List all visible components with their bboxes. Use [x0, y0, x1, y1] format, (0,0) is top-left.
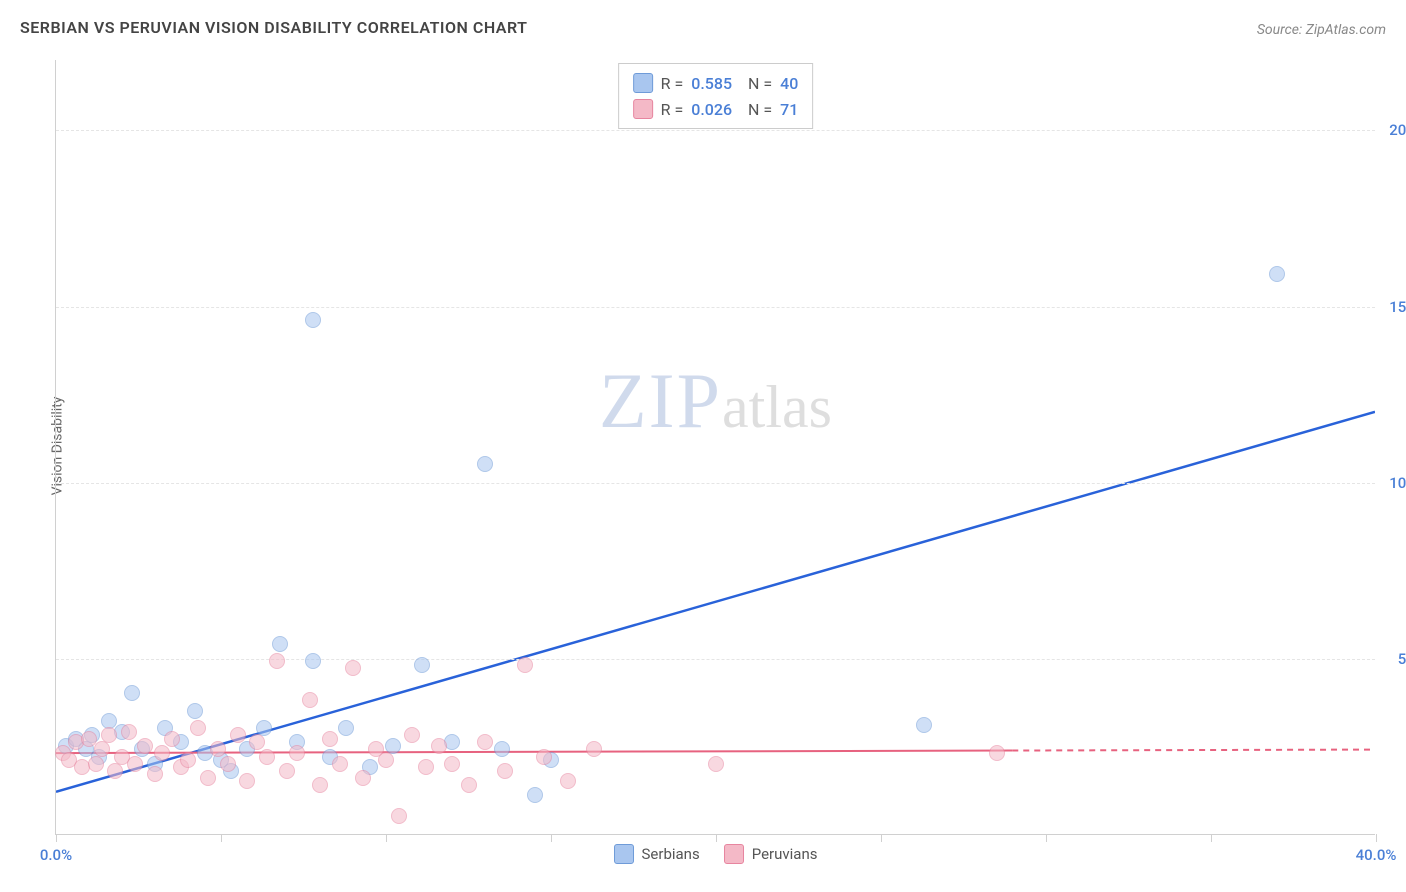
gridline-h [56, 659, 1375, 660]
data-point [305, 312, 321, 328]
data-point [220, 756, 236, 772]
data-point [391, 808, 407, 824]
data-point [560, 773, 576, 789]
y-tick-label: 15.0% [1389, 298, 1406, 316]
x-tick [1211, 834, 1212, 842]
n-value-serbians: 40 [780, 74, 798, 93]
r-value-serbians: 0.585 [691, 74, 732, 93]
data-point [88, 756, 104, 772]
data-point [494, 741, 510, 757]
legend-correlation: R = 0.585 N = 40 R = 0.026 N = 71 [618, 63, 814, 129]
legend-label-serbians: Serbians [642, 845, 700, 863]
data-point [137, 738, 153, 754]
x-tick [716, 834, 717, 842]
data-point [279, 763, 295, 779]
n-value-peruvians: 71 [780, 100, 798, 119]
chart-title: SERBIAN VS PERUVIAN VISION DISABILITY CO… [20, 18, 527, 37]
x-tick-label: 40.0% [1356, 846, 1397, 864]
data-point [200, 770, 216, 786]
data-point [259, 749, 275, 765]
data-point [345, 660, 361, 676]
watermark-zip: ZIP [599, 357, 722, 444]
swatch-peruvians-bottom [724, 844, 744, 864]
legend-row-serbians: R = 0.585 N = 40 [633, 70, 799, 96]
data-point [124, 685, 140, 701]
data-point [536, 749, 552, 765]
gridline-h [56, 483, 1375, 484]
data-point [444, 756, 460, 772]
data-point [586, 741, 602, 757]
watermark-atlas: atlas [722, 374, 832, 440]
x-tick [221, 834, 222, 842]
data-point [418, 759, 434, 775]
chart-container: SERBIAN VS PERUVIAN VISION DISABILITY CO… [0, 0, 1406, 892]
x-tick [1376, 834, 1377, 842]
data-point [190, 720, 206, 736]
data-point [431, 738, 447, 754]
data-point [302, 692, 318, 708]
legend-series: Serbians Peruvians [614, 844, 818, 864]
legend-item-peruvians: Peruvians [724, 844, 818, 864]
y-tick-label: 20.0% [1389, 121, 1406, 139]
data-point [147, 766, 163, 782]
data-point [154, 745, 170, 761]
data-point [355, 770, 371, 786]
data-point [338, 720, 354, 736]
watermark: ZIPatlas [599, 356, 832, 446]
x-tick [551, 834, 552, 842]
data-point [708, 756, 724, 772]
data-point [127, 756, 143, 772]
data-point [164, 731, 180, 747]
swatch-serbians [633, 73, 653, 93]
x-tick [881, 834, 882, 842]
source-attribution: Source: ZipAtlas.com [1257, 22, 1386, 38]
swatch-serbians-bottom [614, 844, 634, 864]
data-point [477, 734, 493, 750]
data-point [239, 773, 255, 789]
legend-row-peruvians: R = 0.026 N = 71 [633, 96, 799, 122]
data-point [378, 752, 394, 768]
gridline-h [56, 307, 1375, 308]
data-point [305, 653, 321, 669]
data-point [249, 734, 265, 750]
r-value-peruvians: 0.026 [691, 100, 732, 119]
data-point [230, 727, 246, 743]
plot-area: ZIPatlas R = 0.585 N = 40 R = 0.026 N = … [55, 60, 1375, 835]
legend-label-peruvians: Peruvians [752, 845, 818, 863]
data-point [312, 777, 328, 793]
data-point [269, 653, 285, 669]
data-point [916, 717, 932, 733]
x-tick [386, 834, 387, 842]
data-point [210, 741, 226, 757]
data-point [289, 745, 305, 761]
data-point [101, 727, 117, 743]
data-point [272, 636, 288, 652]
data-point [461, 777, 477, 793]
data-point [94, 741, 110, 757]
data-point [180, 752, 196, 768]
data-point [404, 727, 420, 743]
data-point [414, 657, 430, 673]
data-point [1269, 266, 1285, 282]
legend-item-serbians: Serbians [614, 844, 700, 864]
gridline-h [56, 130, 1375, 131]
x-tick-label: 0.0% [40, 846, 72, 864]
data-point [322, 731, 338, 747]
x-tick [56, 834, 57, 842]
data-point [517, 657, 533, 673]
data-point [527, 787, 543, 803]
data-point [332, 756, 348, 772]
data-point [477, 456, 493, 472]
y-tick-label: 10.0% [1389, 474, 1406, 492]
data-point [989, 745, 1005, 761]
trend-lines [56, 60, 1375, 834]
data-point [497, 763, 513, 779]
y-tick-label: 5.0% [1398, 650, 1406, 668]
data-point [121, 724, 137, 740]
x-tick [1046, 834, 1047, 842]
data-point [107, 763, 123, 779]
data-point [187, 703, 203, 719]
swatch-peruvians [633, 99, 653, 119]
